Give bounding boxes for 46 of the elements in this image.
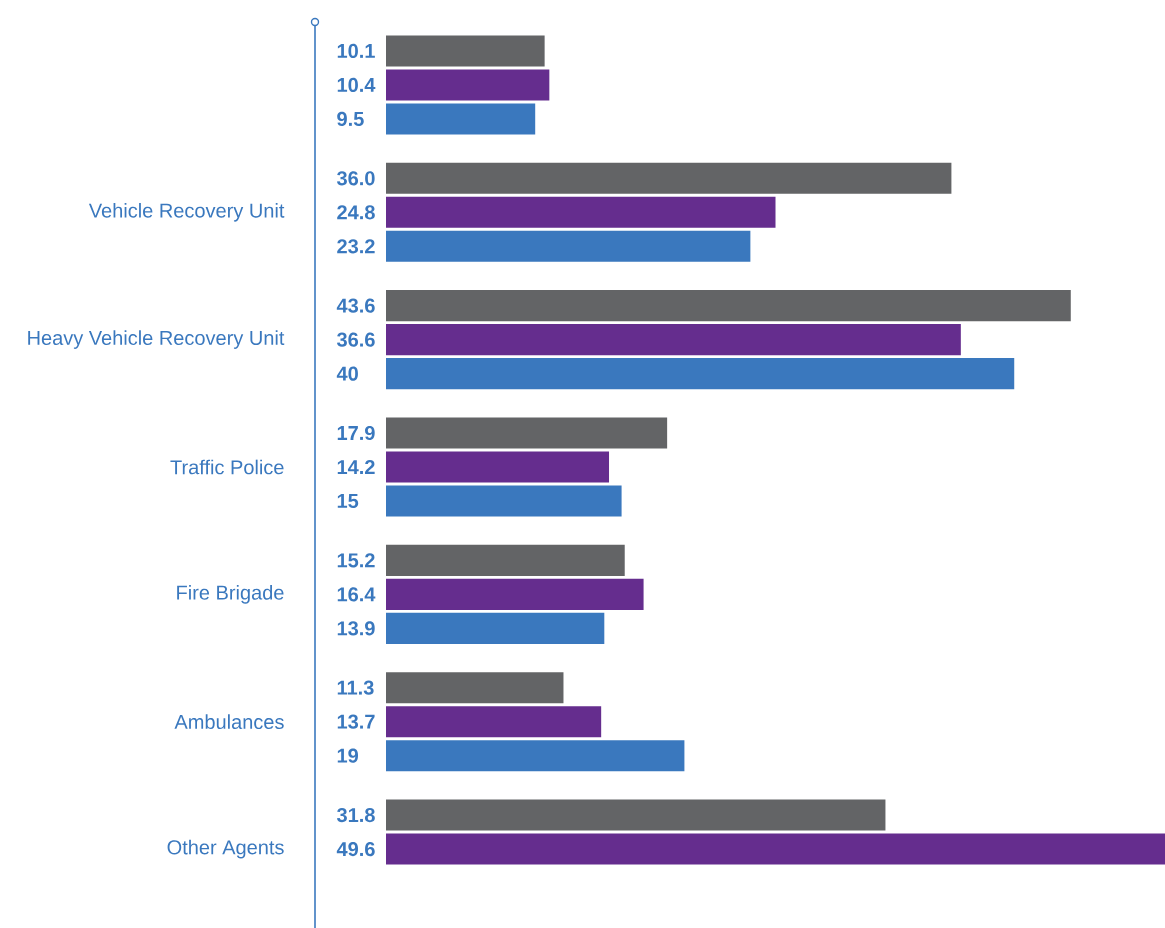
bar xyxy=(386,230,751,262)
data-label: 13.9 xyxy=(337,621,375,636)
bar xyxy=(386,358,1015,390)
bar xyxy=(386,544,625,576)
data-label: 23.2 xyxy=(337,239,375,254)
y-tick-label: Fire Brigade xyxy=(177,585,284,604)
bar xyxy=(386,672,564,704)
data-label: 40 xyxy=(336,366,358,381)
data-label: 15 xyxy=(337,494,359,508)
bar xyxy=(386,740,685,772)
bar xyxy=(386,162,952,194)
data-label: 43.6 xyxy=(336,298,375,313)
bar xyxy=(386,103,536,135)
bar xyxy=(386,578,644,610)
data-label: 36.6 xyxy=(336,332,375,347)
bar xyxy=(386,290,1071,322)
data-label: 15.2 xyxy=(337,553,375,568)
data-label: 16.4 xyxy=(337,587,376,602)
bar xyxy=(386,196,776,228)
bar xyxy=(386,324,961,356)
data-label: 10.4 xyxy=(337,77,376,93)
bar xyxy=(386,451,610,483)
data-label: 13.7 xyxy=(337,714,375,729)
y-tick-label: Vehicle Recovery Unit xyxy=(88,202,285,222)
bar xyxy=(386,833,1165,865)
y-tick-label: Other Agents xyxy=(167,839,284,859)
bar xyxy=(386,417,668,449)
data-label: 36.0 xyxy=(336,171,375,186)
data-label: 14.2 xyxy=(337,460,375,474)
bar xyxy=(386,69,550,101)
data-label: 11.3 xyxy=(337,680,374,695)
bar xyxy=(386,706,602,738)
data-label: 24.8 xyxy=(337,205,375,220)
y-tick-label: Traffic Police xyxy=(170,459,284,475)
bar xyxy=(386,485,622,517)
bar xyxy=(386,799,886,831)
bar xyxy=(386,35,545,67)
y-tick-label: Ambulances xyxy=(174,714,284,730)
data-label: 17.9 xyxy=(337,425,375,441)
data-label: 49.6 xyxy=(336,841,375,857)
bar xyxy=(386,612,605,644)
data-label: 19 xyxy=(337,748,359,763)
data-label: 9.5 xyxy=(337,111,364,127)
data-label: 10.1 xyxy=(337,43,375,59)
data-label: 31.8 xyxy=(336,807,375,823)
y-tick-label: Heavy Vehicle Recovery Unit xyxy=(28,330,285,349)
